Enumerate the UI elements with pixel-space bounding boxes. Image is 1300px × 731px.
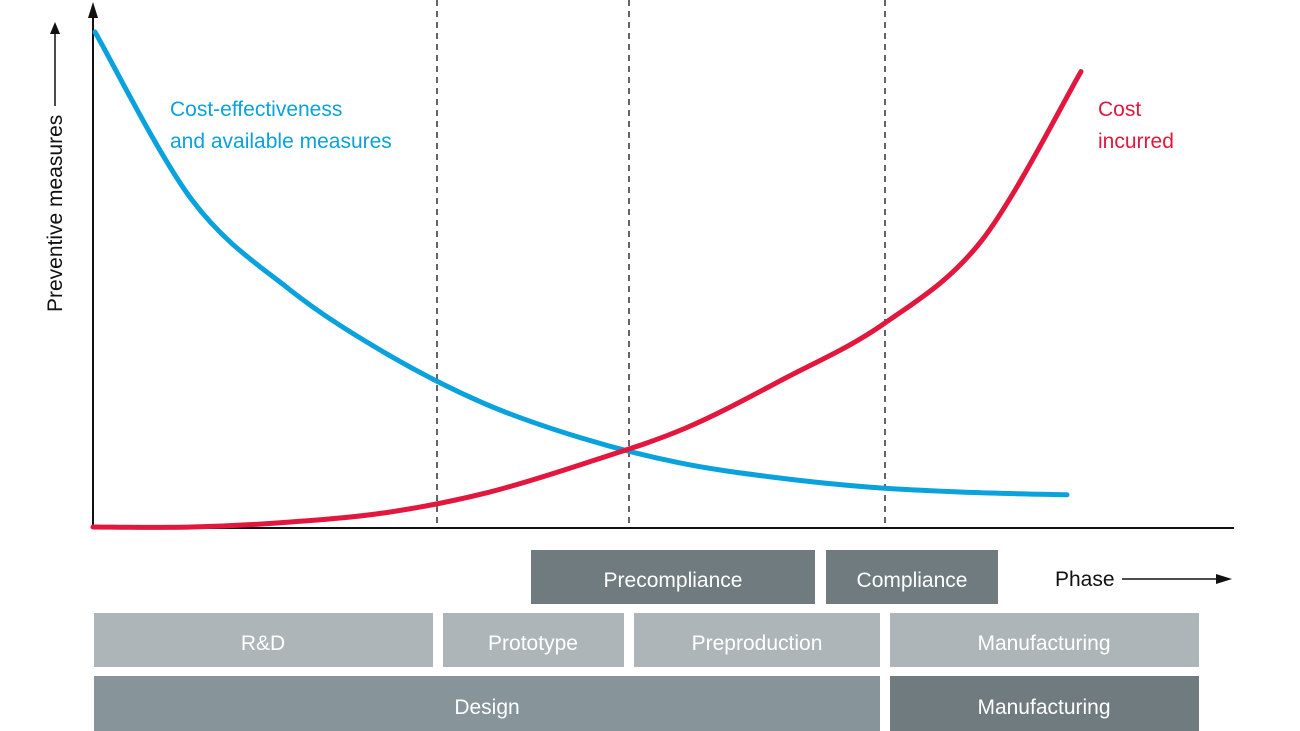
bar-precompliance — [531, 550, 815, 604]
y-axis-label-arrow-icon — [50, 22, 60, 34]
bar-design-label: Design — [454, 696, 519, 719]
y-axis-label: Preventive measures — [44, 115, 67, 312]
series-line-cost-effectiveness — [92, 29, 1070, 498]
bar-preproduction-label: Preproduction — [692, 632, 823, 655]
bar-rd-label: R&D — [241, 632, 285, 655]
x-axis-label: Phase — [1055, 568, 1115, 591]
series-label-cost-incurred-2: incurred — [1098, 130, 1174, 153]
bar-manufacturing-dark — [890, 676, 1199, 731]
series-line-cost-incurred — [90, 69, 1084, 530]
series-label-cost-incurred: Cost — [1098, 98, 1141, 121]
series-label-cost-effectiveness-2: and available measures — [170, 130, 392, 153]
y-axis-arrow-icon — [88, 2, 98, 18]
bar-compliance-label: Compliance — [857, 569, 968, 592]
bar-rd — [94, 613, 433, 667]
bar-manufacturing-label: Manufacturing — [977, 632, 1110, 655]
series-label-cost-effectiveness: Cost-effectiveness — [170, 98, 342, 121]
bar-design — [94, 676, 880, 731]
bar-prototype-label: Prototype — [488, 632, 578, 655]
bar-manufacturing-dark-label: Manufacturing — [977, 696, 1110, 719]
bar-prototype — [443, 613, 624, 667]
x-axis-label-arrow-icon — [1216, 574, 1232, 584]
bar-compliance — [826, 550, 998, 604]
bar-preproduction — [634, 613, 880, 667]
bar-manufacturing — [890, 613, 1199, 667]
bar-precompliance-label: Precompliance — [604, 569, 743, 592]
